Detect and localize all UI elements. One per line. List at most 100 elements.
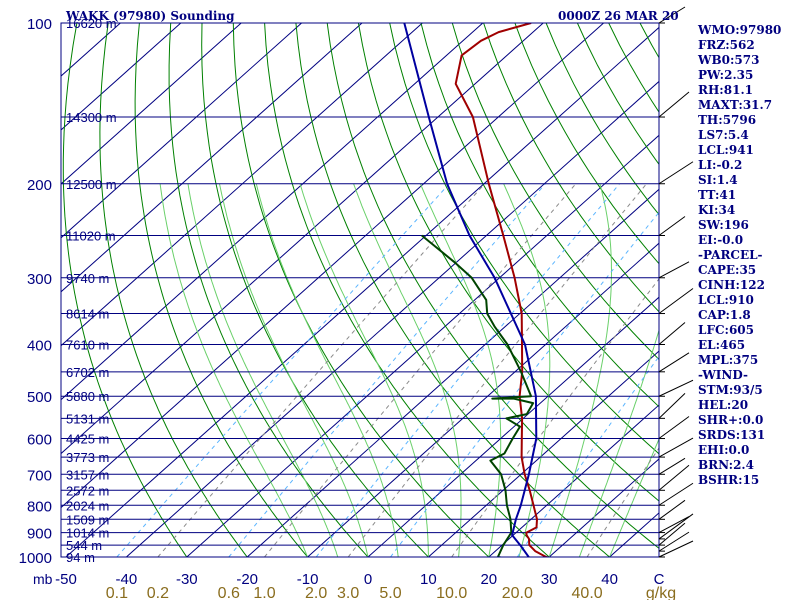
wind-barb-staff bbox=[658, 91, 690, 118]
isobar-lines bbox=[61, 22, 659, 558]
mixing-ratio-line bbox=[347, 183, 647, 557]
temperature-tick-label: -50 bbox=[55, 571, 77, 588]
index-entry: SW:196 bbox=[698, 218, 749, 232]
index-entry: CINH:122 bbox=[698, 278, 765, 292]
temperature-tick-label: -40 bbox=[116, 571, 138, 588]
sounding-profiles bbox=[403, 23, 551, 557]
wind-barb-staff bbox=[658, 352, 690, 373]
isotherm-line bbox=[488, 404, 659, 557]
index-entry: RH:81.1 bbox=[698, 83, 753, 97]
moist-adiabat bbox=[187, 183, 339, 557]
dry-adiabat bbox=[357, 23, 659, 502]
temperature-tick-label: 20 bbox=[480, 571, 497, 588]
index-entry: TT:41 bbox=[698, 188, 737, 202]
mixing-ratio-line bbox=[315, 183, 620, 557]
wind-barb-staff bbox=[658, 261, 690, 279]
temperature-tick-label: 40 bbox=[601, 571, 618, 588]
index-entry: LCL:941 bbox=[698, 143, 754, 157]
pressure-tick-label: 800 bbox=[27, 498, 52, 515]
temperature-tick-label: 0 bbox=[364, 571, 372, 588]
isotherm-line bbox=[246, 188, 659, 557]
mixing-ratio-label: 0.6 bbox=[218, 585, 240, 600]
index-entry: EHI:0.0 bbox=[698, 443, 750, 457]
index-entry: SI:1.4 bbox=[698, 173, 738, 187]
temperature-tick-label: 30 bbox=[541, 571, 558, 588]
pressure-tick-label: 400 bbox=[27, 338, 52, 355]
temperature-axis-unit: C bbox=[654, 571, 665, 588]
pressure-tick-label: 600 bbox=[27, 432, 52, 449]
pressure-tick-label: 1000 bbox=[19, 550, 52, 567]
index-entry: CAPE:35 bbox=[698, 263, 757, 277]
isotherm-line bbox=[306, 242, 659, 557]
height-level-label: 2024 m bbox=[66, 498, 109, 513]
mixing-ratio-line bbox=[264, 183, 577, 557]
index-entry: LCL:910 bbox=[698, 293, 754, 307]
mixing-ratio-label: 20.0 bbox=[502, 585, 533, 600]
chart-grid bbox=[0, 11, 800, 568]
index-entry: EI:-0.0 bbox=[698, 233, 744, 247]
pressure-tick-label: 100 bbox=[27, 16, 52, 33]
dry-adiabat bbox=[264, 23, 550, 557]
dry-adiabat bbox=[451, 23, 659, 361]
height-level-label: 12500 m bbox=[66, 177, 117, 192]
index-entry: MAXT:31.7 bbox=[698, 98, 773, 112]
temperature-profile bbox=[454, 23, 551, 557]
mixing-ratio-line bbox=[157, 183, 485, 557]
height-level-label: 9740 m bbox=[66, 271, 109, 286]
temperature-tick-label: 10 bbox=[420, 571, 437, 588]
index-entry: LI:-0.2 bbox=[698, 158, 743, 172]
index-entry: LS7:5.4 bbox=[698, 128, 749, 142]
isotherm-line bbox=[61, 23, 484, 401]
wind-barb-staff bbox=[658, 499, 686, 520]
index-entry: SRDS:131 bbox=[698, 428, 766, 442]
wind-barb-staff bbox=[658, 482, 694, 506]
pressure-tick-label: 500 bbox=[27, 389, 52, 406]
mixing-ratio-label: 3.0 bbox=[337, 585, 359, 600]
index-entry: KI:34 bbox=[698, 203, 736, 217]
mixing-ratio-label: 2.0 bbox=[305, 585, 327, 600]
wind-barbs bbox=[658, 6, 694, 558]
dry-adiabat bbox=[796, 23, 800, 568]
index-entry: WB0:573 bbox=[698, 53, 760, 67]
dry-adiabat bbox=[232, 23, 490, 557]
pressure-tick-label: 300 bbox=[27, 271, 52, 288]
dry-adiabat bbox=[389, 23, 659, 455]
sounding-time: 0000Z 26 MAR 20 bbox=[558, 9, 679, 23]
wind-barb-staff bbox=[658, 322, 686, 345]
dry-adiabat bbox=[483, 23, 659, 313]
dry-adiabat bbox=[99, 23, 248, 557]
mixing-ratio-unit: g/kg bbox=[646, 585, 676, 600]
wind-barb-staff bbox=[658, 437, 694, 458]
index-entry: -WIND- bbox=[698, 368, 748, 382]
index-entry: SHR+:0.0 bbox=[698, 413, 764, 427]
wind-barb-staff bbox=[658, 6, 686, 24]
height-level-label: 7610 m bbox=[66, 338, 109, 353]
station-title: WAKK (97980) Sounding bbox=[66, 9, 235, 23]
dry-adiabat bbox=[420, 23, 659, 408]
index-entry: HEL:20 bbox=[698, 398, 749, 412]
dry-adiabat bbox=[514, 23, 659, 265]
isotherm-line bbox=[61, 23, 605, 509]
pressure-tick-label: 200 bbox=[27, 177, 52, 194]
height-level-label: 8614 m bbox=[66, 307, 109, 322]
pressure-tick-label: 700 bbox=[27, 467, 52, 484]
index-entry: WMO:97980 bbox=[698, 23, 782, 37]
wind-barb-staff bbox=[658, 416, 690, 439]
height-level-label: 2572 m bbox=[66, 483, 109, 498]
isotherm-line bbox=[61, 23, 303, 239]
wind-barb-staff bbox=[658, 516, 690, 534]
parcel-profile bbox=[403, 23, 538, 557]
isotherm-line bbox=[65, 26, 659, 557]
plot-frame bbox=[60, 22, 660, 558]
isotherm-line bbox=[367, 296, 659, 557]
index-entry: TH:5796 bbox=[698, 113, 757, 127]
wind-barb-staff bbox=[658, 464, 690, 491]
wind-barb-staff bbox=[658, 513, 694, 540]
height-level-label: 3773 m bbox=[66, 450, 109, 465]
mixing-ratio-label: 10.0 bbox=[436, 585, 467, 600]
isotherm-line bbox=[61, 23, 363, 293]
isotherm-line bbox=[0, 11, 73, 568]
isotherm-line bbox=[61, 23, 242, 185]
